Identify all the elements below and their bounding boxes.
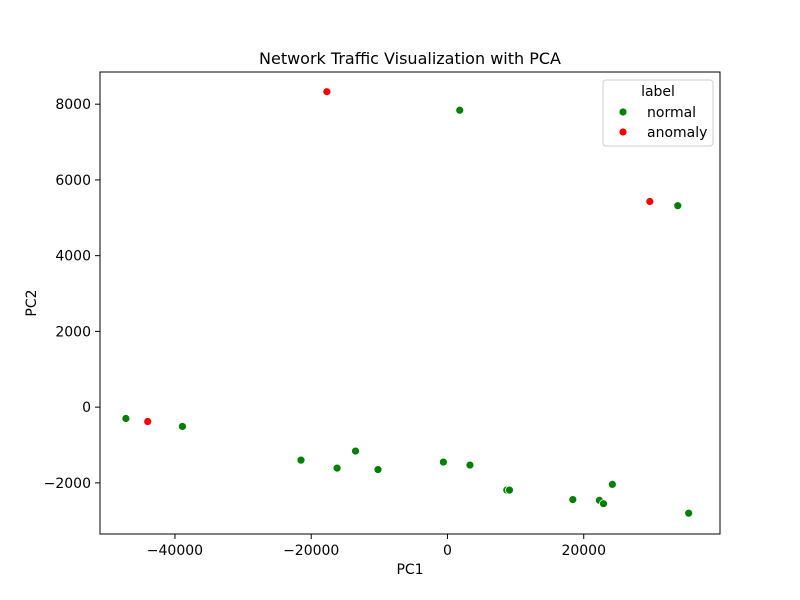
data-point-normal bbox=[373, 465, 383, 475]
data-point-normal bbox=[121, 414, 131, 423]
data-point-normal bbox=[599, 499, 608, 509]
legend-label-normal: normal bbox=[647, 105, 696, 121]
x-axis: −40000 −20000 0 20000 bbox=[147, 534, 606, 559]
x-tick-label: −40000 bbox=[147, 543, 203, 559]
y-tick-label: 6000 bbox=[55, 173, 91, 189]
legend-title: label bbox=[641, 84, 675, 100]
y-axis: −2000 0 2000 4000 6000 8000 bbox=[44, 97, 100, 492]
data-point-normal bbox=[673, 201, 683, 211]
plot-area bbox=[99, 71, 721, 535]
data-point-normal bbox=[296, 455, 306, 465]
y-tick-label: 2000 bbox=[55, 324, 91, 340]
data-point-normal bbox=[455, 105, 465, 115]
data-point-normal bbox=[438, 457, 448, 467]
data-point-anomaly bbox=[143, 417, 153, 426]
data-point-anomaly bbox=[322, 87, 332, 97]
x-tick-label: 0 bbox=[443, 543, 452, 559]
data-point-normal bbox=[465, 460, 475, 470]
y-tick-label: 4000 bbox=[55, 249, 91, 265]
legend: label normal anomaly bbox=[602, 79, 714, 147]
legend-marker-anomaly bbox=[618, 127, 628, 137]
x-tick-label: −20000 bbox=[283, 543, 339, 559]
data-point-normal bbox=[607, 479, 617, 489]
y-axis-label: PC2 bbox=[24, 289, 40, 316]
data-point-normal bbox=[351, 446, 360, 456]
y-tick-label: −2000 bbox=[44, 476, 91, 492]
y-tick-label: 8000 bbox=[55, 97, 91, 113]
data-point-normal bbox=[178, 422, 187, 431]
data-point-normal bbox=[684, 508, 694, 518]
chart-title: Network Traffic Visualization with PCA bbox=[259, 49, 561, 68]
legend-marker-normal bbox=[618, 107, 628, 117]
data-point-normal bbox=[505, 485, 514, 495]
data-point-normal bbox=[568, 495, 578, 504]
data-point-anomaly bbox=[645, 197, 655, 206]
data-points bbox=[121, 87, 694, 518]
x-tick-label: 20000 bbox=[561, 543, 606, 559]
x-axis-label: PC1 bbox=[396, 562, 423, 578]
y-tick-label: 0 bbox=[82, 400, 91, 416]
legend-label-anomaly: anomaly bbox=[647, 125, 707, 141]
legend-box bbox=[602, 79, 714, 147]
data-point-normal bbox=[332, 463, 342, 473]
